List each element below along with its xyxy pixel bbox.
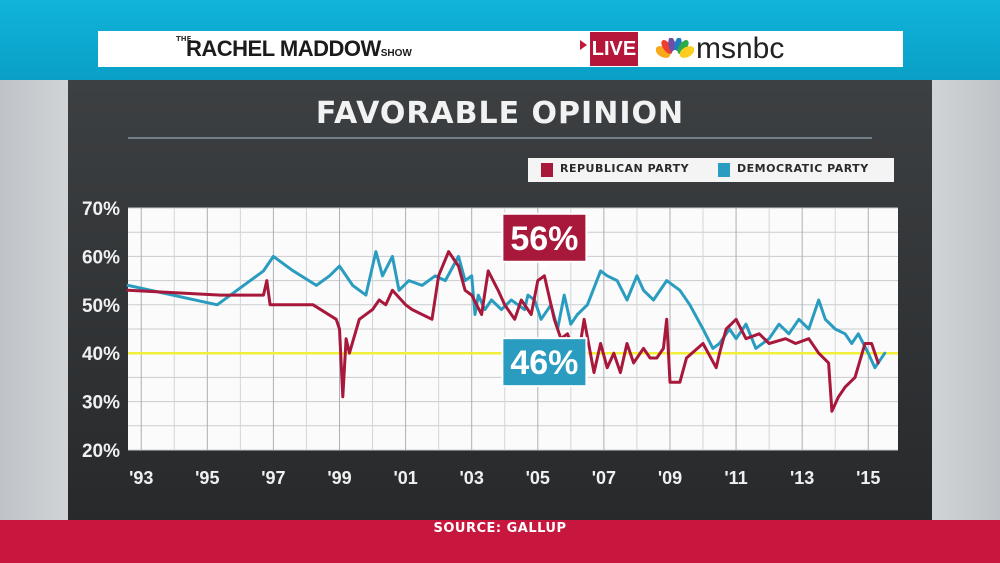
show-logo-suffix: SHOW — [380, 48, 412, 59]
x-tick-label: '99 — [327, 468, 351, 488]
live-badge: LIVE — [590, 32, 638, 66]
x-tick-label: '15 — [856, 468, 880, 488]
y-tick-label: 50% — [82, 296, 120, 317]
bottom-banner — [0, 520, 1000, 563]
show-header-bar — [98, 31, 903, 67]
legend-label-democratic: DEMOCRATIC PARTY — [737, 162, 869, 175]
y-tick-label: 40% — [82, 344, 120, 365]
x-tick-label: '13 — [790, 468, 814, 488]
callout-value: 56% — [510, 220, 578, 258]
callout-pointer — [537, 261, 552, 270]
x-tick-label: '95 — [195, 468, 219, 488]
y-tick-label: 70% — [82, 199, 120, 220]
x-tick-label: '97 — [261, 468, 285, 488]
grid-lines — [128, 207, 898, 451]
x-tick-label: '01 — [393, 468, 417, 488]
chart-title: FAVORABLE OPINION — [315, 96, 685, 131]
y-tick-label: 20% — [82, 441, 120, 462]
show-logo-the: THE — [176, 35, 192, 43]
legend-swatch-republican — [541, 163, 553, 177]
callout-pointer — [537, 330, 552, 339]
x-tick-label: '11 — [724, 468, 747, 488]
peacock-logo-icon — [656, 38, 694, 60]
source-credit: SOURCE: GALLUP — [433, 521, 567, 536]
title-divider — [128, 137, 872, 139]
x-tick-label: '09 — [658, 468, 682, 488]
y-tick-label: 60% — [82, 247, 120, 268]
callout-value: 46% — [510, 344, 578, 382]
chart-legend: REPUBLICAN PARTY DEMOCRATIC PARTY — [528, 158, 894, 182]
live-arrow-icon — [580, 40, 587, 50]
network-logo: msnbc — [696, 32, 785, 65]
x-tick-label: '07 — [592, 468, 616, 488]
show-logo: RACHEL MADDOWSHOW — [186, 36, 412, 62]
y-tick-label: 30% — [82, 393, 120, 414]
callout-republican: 56% — [501, 212, 588, 270]
legend-swatch-democratic — [718, 163, 730, 177]
show-logo-name: RACHEL MADDOW — [186, 36, 381, 61]
callout-democratic: 46% — [501, 330, 588, 388]
x-tick-label: '05 — [526, 468, 550, 488]
x-tick-label: '03 — [460, 468, 484, 488]
x-tick-label: '93 — [129, 468, 153, 488]
series-line-democratic — [126, 250, 887, 370]
legend-label-republican: REPUBLICAN PARTY — [560, 162, 690, 175]
